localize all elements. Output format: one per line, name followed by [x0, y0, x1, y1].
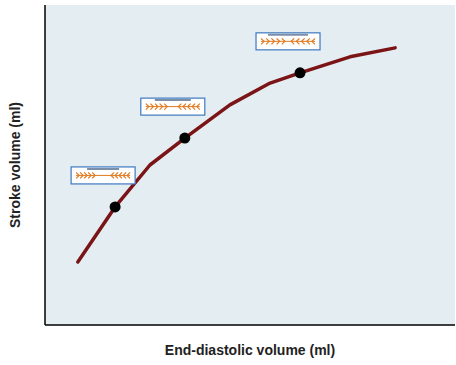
sarcomere-box	[71, 167, 135, 184]
sarcomere-filament	[87, 168, 119, 170]
sarcomere-box	[256, 33, 320, 50]
sarcomere-line	[76, 175, 130, 176]
point	[295, 67, 306, 78]
marks	[78, 48, 395, 262]
point	[110, 201, 121, 212]
curve	[78, 48, 395, 262]
sarcomere-box	[141, 98, 205, 115]
sarcomere-icon	[71, 167, 135, 184]
sarcomere-filament	[155, 99, 191, 101]
sarcomere-filament	[268, 34, 308, 36]
x-axis	[45, 324, 455, 326]
sarcomere-line	[146, 106, 200, 107]
sarcomere-icon	[141, 98, 205, 115]
chart: End-diastolic volume (ml) Stroke volume (…	[0, 0, 456, 365]
y-axis-label: Stroke volume (ml)	[7, 102, 23, 228]
x-axis-label: End-diastolic volume (ml)	[165, 342, 335, 358]
y-axis	[44, 5, 46, 325]
plot-background	[45, 5, 455, 325]
sarcomere-icon	[256, 33, 320, 50]
point	[179, 133, 190, 144]
sarcomere-line	[261, 41, 315, 42]
